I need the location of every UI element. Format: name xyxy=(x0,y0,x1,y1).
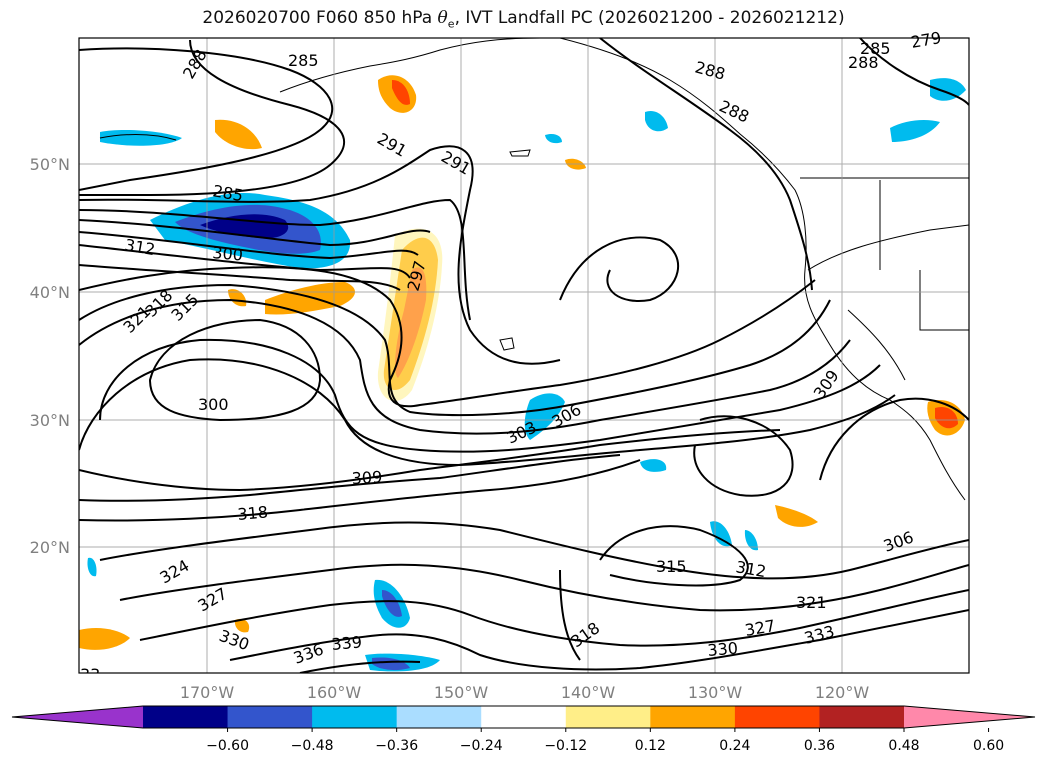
contour-label: 315 xyxy=(656,557,687,576)
colorbar-tick-label: 0.36 xyxy=(804,738,835,754)
colorbar-segment xyxy=(227,706,313,728)
colorbar-tick-label: 0.60 xyxy=(973,738,1004,754)
map-title: 2026020700 F060 850 hPa θe, IVT Landfall… xyxy=(202,8,845,31)
shading-layer xyxy=(79,75,966,672)
colorbar-tick-label: −0.24 xyxy=(460,738,503,754)
colorbar-segment xyxy=(143,706,229,728)
colorbar-tick-label: 0.48 xyxy=(888,738,919,754)
contour-label: 330 xyxy=(707,638,739,660)
lon-label: 150°W xyxy=(434,683,489,702)
lat-label: 40°N xyxy=(30,283,70,302)
colorbar-tick-label: −0.48 xyxy=(291,738,334,754)
colorbar-segment xyxy=(819,706,905,728)
lat-label: 30°N xyxy=(30,411,70,430)
map-background xyxy=(79,38,969,673)
colorbar-segment xyxy=(481,706,567,728)
colorbar-segment xyxy=(650,706,736,728)
longitude-labels: 170°W 160°W 150°W 140°W 130°W 120°W xyxy=(180,683,870,702)
contour-label: 285 xyxy=(288,51,319,70)
latitude-labels: 50°N 40°N 30°N 20°N xyxy=(30,155,70,557)
lon-label: 160°W xyxy=(307,683,362,702)
colorbar-tick-label: 0.24 xyxy=(719,738,750,754)
lon-label: 140°W xyxy=(561,683,616,702)
lon-label: 120°W xyxy=(815,683,870,702)
colorbar-tick-label: −0.60 xyxy=(206,738,249,754)
colorbar: −0.60 −0.48 −0.36 −0.24 −0.12 0.12 0.24 0.36 0.4… xyxy=(11,705,1036,754)
lat-label: 50°N xyxy=(30,155,70,174)
colorbar-outline xyxy=(11,705,1036,729)
map-frame xyxy=(78,37,970,674)
lon-label: 170°W xyxy=(180,683,235,702)
colorbar-tick-label: −0.12 xyxy=(544,738,587,754)
theta-e-contours xyxy=(79,38,969,673)
contour-label: 300 xyxy=(212,243,244,265)
colorbar-segment xyxy=(734,706,820,728)
contour-label: 339 xyxy=(331,632,363,654)
lon-label: 130°W xyxy=(688,683,743,702)
colorbar-segment xyxy=(565,706,651,728)
contour-label: 300 xyxy=(198,395,229,414)
colorbar-tick-label: −0.36 xyxy=(375,738,418,754)
contour-label: 321 xyxy=(796,593,827,612)
colorbar-extend-low xyxy=(12,706,143,728)
colorbar-tick-label: 0.12 xyxy=(635,738,666,754)
contour-label: 288 xyxy=(848,53,879,72)
contour-label: 318 xyxy=(237,502,269,524)
lat-label: 20°N xyxy=(30,538,70,557)
coastline-layer xyxy=(99,38,969,501)
contour-label: 285 xyxy=(860,39,891,58)
colorbar-extend-high xyxy=(904,706,1035,728)
colorbar-segment xyxy=(312,706,398,728)
colorbar-segment xyxy=(396,706,482,728)
contour-label: 309 xyxy=(351,467,382,488)
contour-label: 33 xyxy=(80,665,100,684)
